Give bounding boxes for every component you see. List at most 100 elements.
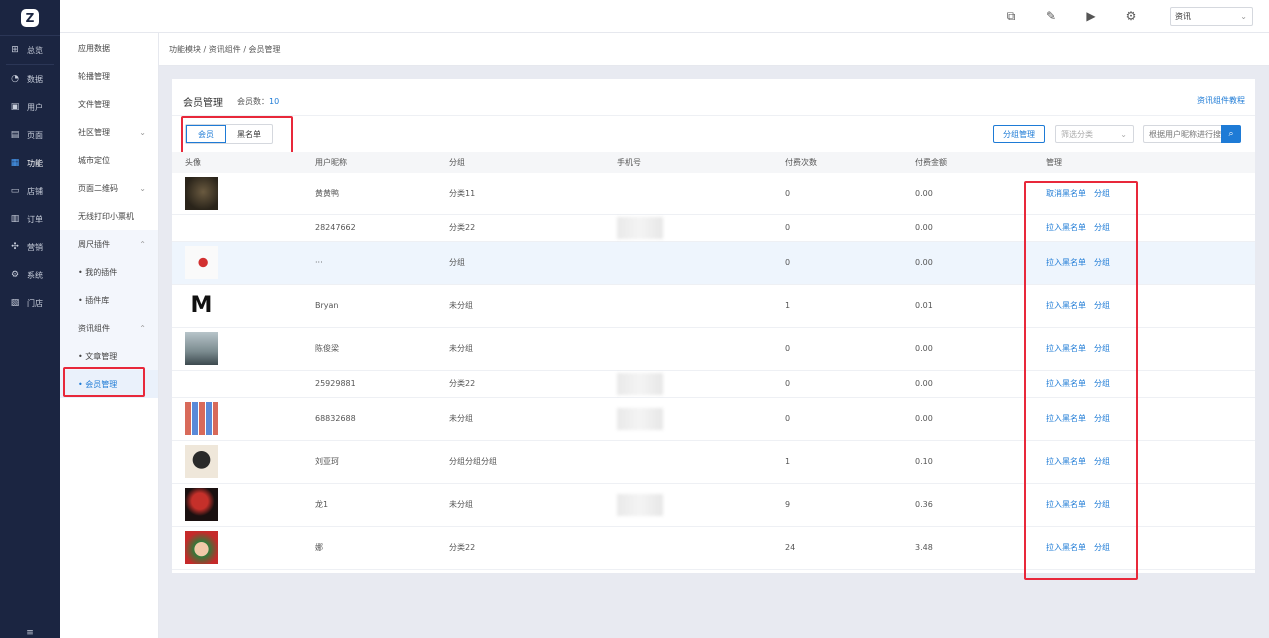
sub-child-item[interactable]: • 插件库 xyxy=(60,286,158,314)
blacklist-action-link[interactable]: 拉入黑名单 xyxy=(1046,457,1086,466)
blacklist-action-link[interactable]: 拉入黑名单 xyxy=(1046,223,1086,232)
cell-actions: 拉入黑名单 分组 xyxy=(1033,284,1255,328)
tutorial-link[interactable]: 资讯组件教程 xyxy=(1197,96,1245,105)
nav-item-6[interactable]: ▥ 订单 xyxy=(0,205,60,233)
cell-phone xyxy=(604,327,772,371)
sub-item-0[interactable]: 应用数据 xyxy=(60,34,158,62)
table-row: 龙1 未分组 9 0.36 拉入黑名单 分组 xyxy=(172,483,1255,527)
logo-mark: Z xyxy=(21,8,39,27)
cell-pay-count: 0 xyxy=(772,397,902,441)
cell-avatar xyxy=(172,526,302,570)
tab-members[interactable]: 会员 xyxy=(186,125,226,143)
module-select[interactable]: 资讯 ⌄ xyxy=(1170,7,1253,26)
assign-group-link[interactable]: 分组 xyxy=(1094,223,1110,232)
cell-nickname: 黄黄鸭 xyxy=(302,173,436,215)
sub-child-label: • 插件库 xyxy=(78,295,110,305)
sub-item-3[interactable]: 社区管理 ⌄ xyxy=(60,118,158,146)
member-count-value: 10 xyxy=(269,97,280,106)
cell-pay-amount: 0.36 xyxy=(902,483,1033,527)
col-nickname: 用户昵称 xyxy=(315,158,347,167)
nav-item-7[interactable]: ✣ 营销 xyxy=(0,233,60,261)
assign-group-link[interactable]: 分组 xyxy=(1094,543,1110,552)
cell-pay-amount: 0.01 xyxy=(902,284,1033,328)
sub-child-item[interactable]: • 会员管理 xyxy=(60,370,158,398)
category-filter-select[interactable]: 筛选分类 ⌄ xyxy=(1055,125,1134,143)
sub-item-6[interactable]: 无线打印小票机 xyxy=(60,202,158,230)
blacklist-action-link[interactable]: 拉入黑名单 xyxy=(1046,543,1086,552)
cell-pay-amount: 0.00 xyxy=(902,241,1033,285)
sub-child-item[interactable]: • 我的插件 xyxy=(60,258,158,286)
nav-item-label: 订单 xyxy=(27,214,43,224)
assign-group-link[interactable]: 分组 xyxy=(1094,414,1110,423)
cell-pay-count: 9 xyxy=(772,483,902,527)
sub-group-header[interactable]: 资讯组件 ⌃ xyxy=(60,314,158,342)
cell-pay-count: 0 xyxy=(772,214,902,242)
table-row: 68832688 未分组 0 0.00 拉入黑名单 分组 xyxy=(172,397,1255,441)
col-manage: 管理 xyxy=(1046,158,1062,167)
cell-nickname: 68832688 xyxy=(302,397,436,441)
menu-icon[interactable]: ≡ xyxy=(26,628,34,638)
cell-actions: 拉入黑名单 分组 xyxy=(1033,483,1255,527)
blacklist-action-link[interactable]: 拉入黑名单 xyxy=(1046,500,1086,509)
table-row: 陈俊梁 未分组 0 0.00 拉入黑名单 分组 xyxy=(172,327,1255,371)
sub-item-1[interactable]: 轮播管理 xyxy=(60,62,158,90)
blacklist-action-link[interactable]: 拉入黑名单 xyxy=(1046,301,1086,310)
sub-item-label: 轮播管理 xyxy=(78,71,110,81)
col-avatar: 头像 xyxy=(185,158,201,167)
gear-icon[interactable]: ⚙ xyxy=(1125,9,1137,23)
app-logo[interactable]: Z xyxy=(0,0,60,36)
module-select-value: 资讯 xyxy=(1175,12,1191,21)
play-icon[interactable]: ▶ xyxy=(1086,9,1096,23)
assign-group-link[interactable]: 分组 xyxy=(1094,258,1110,267)
group-manage-button[interactable]: 分组管理 xyxy=(993,125,1045,143)
highlight-box-tabs xyxy=(181,116,293,156)
breadcrumb: 功能模块 / 资讯组件 / 会员管理 xyxy=(159,33,1269,66)
table-row: 娜分类22 24 3.48 拉入黑名单 分组 xyxy=(172,526,1255,570)
edit-icon[interactable]: ✎ xyxy=(1045,9,1057,23)
chevron-down-icon: ⌄ xyxy=(1240,12,1247,21)
search-icon[interactable]: ⌕ xyxy=(1221,125,1241,143)
cell-phone xyxy=(604,173,772,215)
cell-actions: 取消黑名单 分组 xyxy=(1033,173,1255,215)
sub-item-5[interactable]: 页面二维码 ⌄ xyxy=(60,174,158,202)
assign-group-link[interactable]: 分组 xyxy=(1094,457,1110,466)
cell-avatar xyxy=(172,370,302,398)
cell-pay-amount: 0.00 xyxy=(902,173,1033,215)
sub-item-4[interactable]: 城市定位 xyxy=(60,146,158,174)
tab-blacklist[interactable]: 黑名单 xyxy=(237,129,261,139)
nav-item-0[interactable]: ⊞ 总览 xyxy=(0,36,60,64)
phone-blurred xyxy=(617,216,663,239)
sub-sidebar: 应用数据 轮播管理 文件管理 社区管理 ⌄ 城市定位 页面二维码 ⌄ 无线打印小票机 周尺插件 ⌃ •… xyxy=(60,0,159,638)
blacklist-action-link[interactable]: 拉入黑名单 xyxy=(1046,414,1086,423)
cell-nickname: 娜 xyxy=(302,526,436,570)
cell-nickname: 25929881 xyxy=(302,370,436,398)
cell-nickname: 28247662 xyxy=(302,214,436,242)
chevron-down-icon: ⌄ xyxy=(1120,129,1127,139)
search-input[interactable] xyxy=(1143,125,1221,143)
blacklist-action-link[interactable]: 拉入黑名单 xyxy=(1046,344,1086,353)
assign-group-link[interactable]: 分组 xyxy=(1094,301,1110,310)
nav-item-2[interactable]: ▣ 用户 xyxy=(0,93,60,121)
nav-item-9[interactable]: ▧ 门店 xyxy=(0,289,60,317)
nav-item-1[interactable]: ◔ 数据 xyxy=(0,65,60,93)
assign-group-link[interactable]: 分组 xyxy=(1094,188,1110,198)
cell-actions: 拉入黑名单 分组 xyxy=(1033,327,1255,371)
sub-child-item[interactable]: • 文章管理 xyxy=(60,342,158,370)
blacklist-action-link[interactable]: 拉入黑名单 xyxy=(1046,379,1086,388)
blacklist-action-link[interactable]: 拉入黑名单 xyxy=(1046,258,1086,267)
assign-group-link[interactable]: 分组 xyxy=(1094,379,1110,388)
phone-blurred xyxy=(617,372,663,395)
blacklist-action-link[interactable]: 取消黑名单 xyxy=(1046,188,1086,198)
sub-group-header[interactable]: 周尺插件 ⌃ xyxy=(60,230,158,258)
nav-item-5[interactable]: ▭ 店铺 xyxy=(0,177,60,205)
sub-item-label: 无线打印小票机 xyxy=(78,211,134,221)
sub-item-2[interactable]: 文件管理 xyxy=(60,90,158,118)
nav-item-3[interactable]: ▤ 页面 xyxy=(0,121,60,149)
member-card: 会员管理 会员数：10 资讯组件教程 会员 黑名单 分组管理 筛选分类 ⌄ ⌕ … xyxy=(172,79,1255,573)
assign-group-link[interactable]: 分组 xyxy=(1094,344,1110,353)
cell-actions: 拉入黑名单 分组 xyxy=(1033,397,1255,441)
external-link-icon[interactable]: ⧉ xyxy=(1006,8,1016,23)
nav-item-4[interactable]: ▦ 功能 xyxy=(0,149,60,177)
nav-item-8[interactable]: ⚙ 系统 xyxy=(0,261,60,289)
assign-group-link[interactable]: 分组 xyxy=(1094,500,1110,509)
